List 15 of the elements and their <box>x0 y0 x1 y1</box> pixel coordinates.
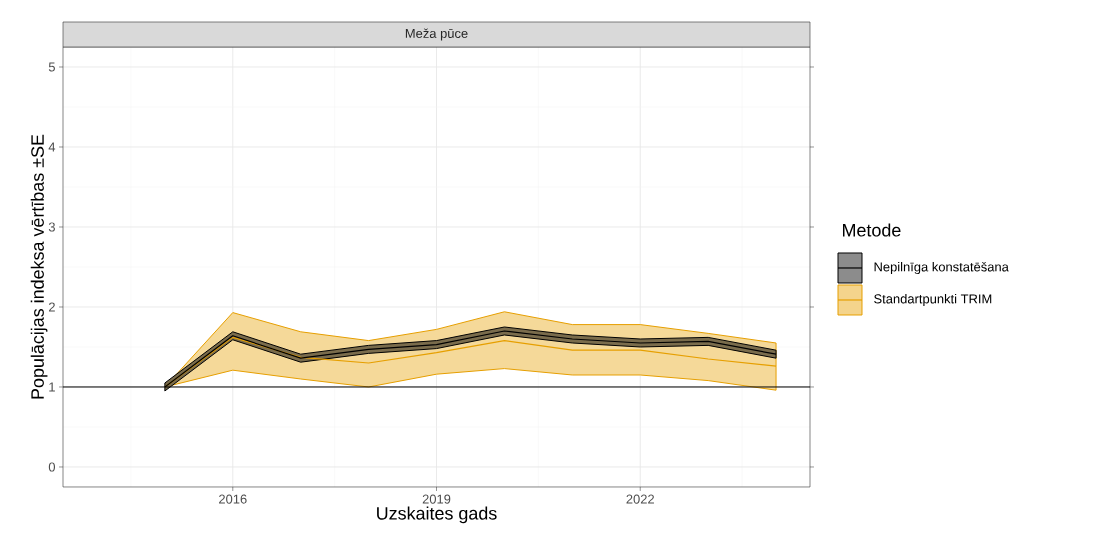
y-tick-label: 1 <box>49 382 55 392</box>
y-tick-label: 4 <box>48 142 56 152</box>
chart-title: Meža pūce <box>405 28 468 41</box>
x-tick-label: 2019 <box>422 494 451 504</box>
y-tick-label: 2 <box>48 302 55 312</box>
x-tick-label: 2016 <box>219 494 247 504</box>
y-axis-title: Populācijas indeksa vērtības ±SE <box>30 134 48 399</box>
x-axis-title: Uzskaites gads <box>377 506 497 524</box>
legend-title: Metode <box>842 223 901 237</box>
x-tick-label: 2022 <box>626 494 654 504</box>
legend-label: Nepilnīga konstatēšana <box>874 261 1009 275</box>
y-tick-label: 0 <box>48 462 56 472</box>
y-tick-label: 3 <box>48 222 55 232</box>
y-tick-label: 5 <box>48 62 55 72</box>
legend-label: Standartpunkti TRIM <box>874 293 992 307</box>
